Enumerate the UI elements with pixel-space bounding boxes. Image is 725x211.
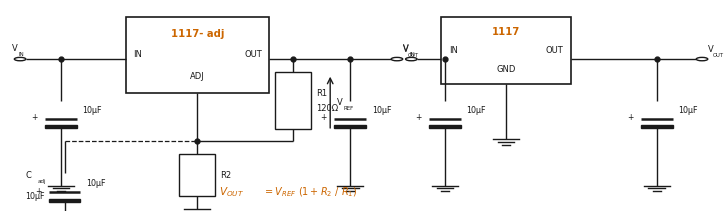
Text: V: V xyxy=(403,44,409,53)
Text: $V_{OUT}$: $V_{OUT}$ xyxy=(219,185,244,199)
Text: C: C xyxy=(25,171,31,180)
Text: IN: IN xyxy=(410,52,415,57)
Text: 10μF: 10μF xyxy=(467,106,486,115)
Text: GND: GND xyxy=(497,65,515,74)
Text: $= V_{REF}\ (1 + R_2\ /\ R_1)$: $= V_{REF}\ (1 + R_2\ /\ R_1)$ xyxy=(263,185,358,199)
Text: V: V xyxy=(708,45,713,54)
Text: R1: R1 xyxy=(316,89,327,98)
Text: IN: IN xyxy=(449,46,457,55)
Text: 10μF: 10μF xyxy=(86,180,106,188)
Text: 120Ω: 120Ω xyxy=(316,104,338,113)
Text: IN: IN xyxy=(19,52,25,57)
Text: OUT: OUT xyxy=(244,50,262,59)
Text: IN: IN xyxy=(133,50,141,59)
Text: adj: adj xyxy=(37,179,46,184)
Text: V: V xyxy=(337,98,343,107)
Text: OUT: OUT xyxy=(713,53,724,58)
Bar xyxy=(429,125,461,128)
Bar xyxy=(45,125,77,128)
Text: R2: R2 xyxy=(220,171,231,180)
Text: 1117- adj: 1117- adj xyxy=(170,29,224,39)
Bar xyxy=(49,199,80,202)
Text: REF: REF xyxy=(343,106,353,111)
Text: 10μF: 10μF xyxy=(83,106,102,115)
Text: +: + xyxy=(35,187,41,196)
Bar xyxy=(275,72,311,129)
Bar xyxy=(442,17,571,84)
Text: +: + xyxy=(415,113,422,122)
Text: +: + xyxy=(31,113,38,122)
Text: 10μF: 10μF xyxy=(372,106,392,115)
Text: OUT: OUT xyxy=(546,46,563,55)
Text: +: + xyxy=(627,113,634,122)
Bar xyxy=(334,125,366,128)
Text: V: V xyxy=(12,44,18,53)
Bar xyxy=(125,17,269,93)
Text: 10μF: 10μF xyxy=(679,106,698,115)
Text: 10μF: 10μF xyxy=(25,192,45,201)
Text: V: V xyxy=(402,45,408,54)
Text: ADJ: ADJ xyxy=(190,72,204,81)
Text: 1117: 1117 xyxy=(492,27,520,37)
Text: OUT: OUT xyxy=(407,53,419,58)
Bar xyxy=(180,154,215,196)
Text: +: + xyxy=(320,113,327,122)
Bar xyxy=(641,125,673,128)
